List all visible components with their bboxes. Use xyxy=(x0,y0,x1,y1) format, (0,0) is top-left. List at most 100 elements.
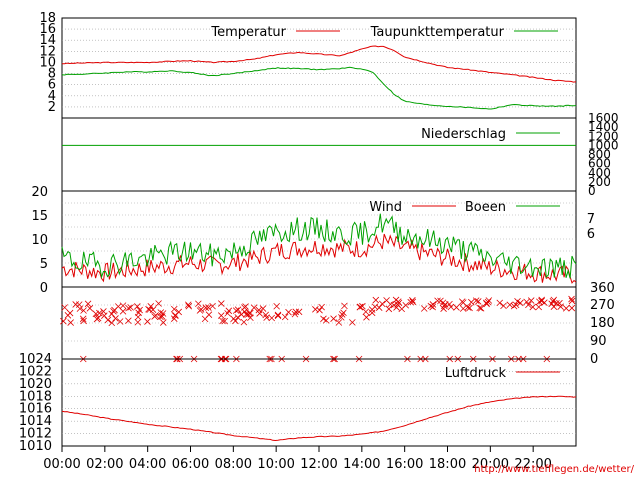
direction-mark xyxy=(125,317,132,325)
series-line-temperatur xyxy=(62,45,577,83)
y-tick-label: 1014 xyxy=(19,414,52,429)
y-tick-label: 0 xyxy=(40,281,48,296)
direction-mark xyxy=(145,305,152,313)
y-tick-label: 5 xyxy=(40,257,48,272)
y-tick-label: 200 xyxy=(588,175,611,189)
direction-mark xyxy=(316,306,323,314)
direction-mark xyxy=(256,310,263,317)
y-tick-label: 1012 xyxy=(19,427,52,442)
direction-mark xyxy=(485,297,493,304)
y-tick-label: 0 xyxy=(588,184,596,198)
x-tick-label: 06:00 xyxy=(172,457,209,472)
direction-mark xyxy=(238,311,245,318)
direction-mark xyxy=(61,304,68,311)
direction-mark xyxy=(363,314,370,321)
direction-mark xyxy=(205,311,213,318)
direction-mark xyxy=(274,312,282,320)
series-line-boeen xyxy=(61,213,577,279)
direction-mark xyxy=(477,305,485,312)
direction-mark xyxy=(378,300,386,308)
y-tick-label: 1024 xyxy=(19,352,52,367)
direction-mark xyxy=(538,297,545,305)
x-tick-label: 22:00 xyxy=(514,457,551,472)
y-tick-label: 20 xyxy=(31,185,48,200)
y-tick-label: 1018 xyxy=(19,389,52,404)
direction-mark xyxy=(385,305,393,313)
direction-mark xyxy=(247,314,254,322)
direction-mark xyxy=(250,304,258,311)
direction-mark xyxy=(402,301,410,309)
legend-label-wind: Wind xyxy=(369,200,402,215)
direction-mark xyxy=(268,314,276,322)
direction-mark xyxy=(134,303,141,310)
direction-mark xyxy=(447,303,455,311)
direction-mark xyxy=(523,298,530,306)
direction-mark xyxy=(80,317,87,325)
y-tick-label: 1400 xyxy=(588,120,619,134)
x-tick-label: 08:00 xyxy=(215,457,252,472)
series-line-luftdruck xyxy=(61,395,577,442)
direction-mark xyxy=(221,317,228,325)
y-tick-label: 1600 xyxy=(588,111,619,125)
direction-mark xyxy=(458,298,466,305)
direction-mark xyxy=(196,307,204,314)
y-tick-label: 4 xyxy=(48,89,56,104)
direction-mark xyxy=(550,296,558,304)
direction-mark xyxy=(409,298,417,306)
direction-mark xyxy=(476,304,483,312)
direction-mark xyxy=(372,296,380,304)
y-tick-label: 10 xyxy=(31,233,48,248)
direction-mark xyxy=(147,303,155,310)
right-tick-label: 180 xyxy=(590,316,615,331)
direction-mark xyxy=(84,300,92,308)
direction-mark xyxy=(281,313,289,321)
direction-mark xyxy=(217,312,225,319)
direction-mark xyxy=(538,296,546,304)
x-tick-label: 18:00 xyxy=(429,457,466,472)
direction-mark xyxy=(434,297,441,305)
direction-mark xyxy=(144,318,151,325)
direction-mark xyxy=(218,300,225,307)
direction-mark xyxy=(184,301,192,309)
y-tick-label: 1020 xyxy=(19,377,52,392)
direction-mark xyxy=(274,311,282,319)
direction-mark xyxy=(170,315,178,322)
direction-mark xyxy=(127,304,134,311)
direction-mark xyxy=(429,303,436,311)
x-tick-label: 12:00 xyxy=(300,457,337,472)
y-tick-label: 600 xyxy=(588,157,611,171)
x-tick-label: 02:00 xyxy=(86,457,123,472)
direction-mark xyxy=(562,305,570,312)
x-tick-label: 04:00 xyxy=(129,457,166,472)
y-tick-label: 8 xyxy=(48,67,56,82)
right-tick-label: 360 xyxy=(590,281,615,296)
direction-mark xyxy=(234,306,242,313)
direction-mark xyxy=(362,308,370,316)
direction-mark xyxy=(472,297,480,304)
direction-mark xyxy=(340,309,347,317)
direction-mark xyxy=(205,304,212,311)
legend-label-niederschlag: Niederschlag xyxy=(421,127,506,142)
footer-url[interactable]: http://www.tiefflegen.de/wetter/ xyxy=(474,464,634,475)
direction-mark xyxy=(159,310,167,317)
direction-mark xyxy=(395,299,403,307)
direction-mark xyxy=(157,313,164,321)
y-tick-label: 400 xyxy=(588,166,611,180)
direction-mark xyxy=(557,303,564,310)
direction-mark xyxy=(72,301,79,308)
direction-mark xyxy=(146,306,153,314)
direction-mark xyxy=(246,310,253,317)
direction-mark xyxy=(527,297,535,304)
direction-mark xyxy=(312,306,319,313)
direction-mark xyxy=(330,315,337,322)
direction-mark xyxy=(341,302,348,310)
direction-mark xyxy=(116,318,124,325)
direction-mark xyxy=(125,304,132,312)
direction-mark xyxy=(474,298,482,305)
direction-mark xyxy=(441,301,449,308)
legend-label-boeen: Boeen xyxy=(465,200,506,215)
x-tick-label: 00:00 xyxy=(43,457,80,472)
direction-mark xyxy=(484,298,492,306)
y-tick-label: 14 xyxy=(39,33,56,48)
